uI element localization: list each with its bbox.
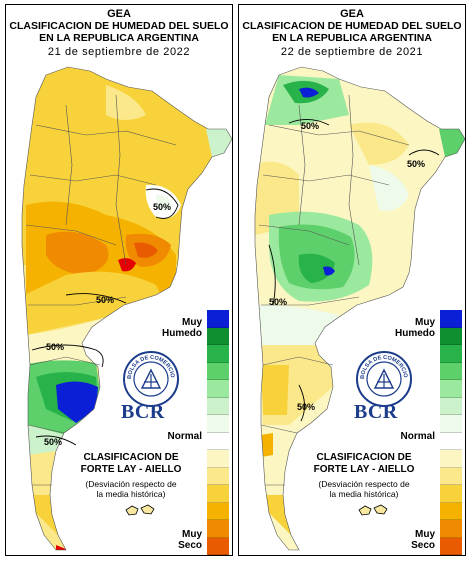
legend-swatch bbox=[207, 485, 229, 503]
map-date: 22 de septiembre de 2021 bbox=[280, 46, 424, 58]
isoline-label: 50% bbox=[96, 295, 114, 305]
legend-swatch bbox=[440, 415, 462, 433]
method-label: FORTE LAY - AIELLO bbox=[313, 464, 415, 475]
legend-swatch bbox=[207, 502, 229, 520]
legend-swatch bbox=[207, 362, 229, 380]
legend-swatch bbox=[207, 555, 229, 556]
map-date: 21 de septiembre de 2022 bbox=[47, 46, 191, 58]
classification-label: CLASIFICACION DE bbox=[83, 452, 179, 463]
legend-label-seco: Seco bbox=[178, 540, 202, 551]
isoline-label: 50% bbox=[46, 342, 64, 352]
soil-moisture-map-2022: 50% 50% 50% 50% bbox=[21, 66, 232, 551]
legend-swatch bbox=[440, 327, 462, 345]
legend-swatch bbox=[440, 467, 462, 485]
deviation-note: (Desviación respecto de bbox=[85, 479, 177, 489]
deviation-note-2: la media histórica) bbox=[329, 489, 399, 499]
deviation-note-2: la media histórica) bbox=[96, 489, 166, 499]
map-subtitle: CLASIFICACION DE HUMEDAD DEL SUELO bbox=[242, 20, 462, 32]
legend-label-muy: Muy bbox=[182, 317, 202, 328]
legend-swatch bbox=[440, 397, 462, 415]
legend-swatch bbox=[440, 310, 462, 328]
bcr-seal-logo: BOLSA DE COMERCIO DE ROSARIO bbox=[355, 350, 412, 407]
moisture-legend bbox=[207, 310, 229, 556]
legend-label-muy-seco: Muy bbox=[415, 529, 435, 540]
isoline-label: 50% bbox=[44, 437, 62, 447]
legend-swatch bbox=[440, 555, 462, 556]
legend-label-humedo: Humedo bbox=[162, 328, 202, 339]
bcr-wordmark: BCR bbox=[354, 401, 398, 423]
legend-swatch bbox=[440, 520, 462, 538]
legend-swatch bbox=[440, 380, 462, 398]
legend-swatch bbox=[207, 537, 229, 555]
map-subtitle: CLASIFICACION DE HUMEDAD DEL SUELO bbox=[9, 20, 229, 32]
legend-swatch bbox=[207, 397, 229, 415]
method-label: FORTE LAY - AIELLO bbox=[80, 464, 182, 475]
legend-label-seco: Seco bbox=[411, 540, 435, 551]
map-subtitle-region: EN LA REPUBLICA ARGENTINA bbox=[39, 32, 199, 44]
legend-swatch bbox=[207, 310, 229, 328]
legend-swatch bbox=[440, 362, 462, 380]
legend-label-muy: Muy bbox=[415, 317, 435, 328]
legend-swatch bbox=[207, 432, 229, 450]
map-title: GEA bbox=[107, 8, 131, 20]
bcr-wordmark: BCR bbox=[121, 401, 165, 423]
legend-label-muy-seco: Muy bbox=[182, 529, 202, 540]
isoline-label: 50% bbox=[301, 121, 319, 131]
isoline-label: 50% bbox=[269, 297, 287, 307]
deviation-note: (Desviación respecto de bbox=[318, 479, 410, 489]
islands-icon bbox=[125, 504, 155, 516]
bcr-seal-logo: BOLSA DE COMERCIO DE ROSARIO bbox=[122, 350, 179, 407]
legend-swatch bbox=[440, 485, 462, 503]
soil-moisture-map-2021: 50% 50% 50% 50% bbox=[254, 66, 465, 551]
legend-swatch bbox=[440, 502, 462, 520]
legend-swatch bbox=[440, 450, 462, 468]
legend-swatch bbox=[440, 345, 462, 363]
map-panel-2022: 50% 50% 50% 50% GEA CLASIFICACION DE HUM… bbox=[5, 4, 233, 556]
legend-label-normal: Normal bbox=[400, 431, 435, 442]
legend-swatch bbox=[207, 450, 229, 468]
legend-swatch bbox=[207, 415, 229, 433]
isoline-label: 50% bbox=[153, 202, 171, 212]
legend-swatch bbox=[207, 345, 229, 363]
map-title: GEA bbox=[340, 8, 364, 20]
map-panel-2021: 50% 50% 50% 50% GEA CLASIFICACION DE HUM… bbox=[238, 4, 466, 556]
legend-label-humedo: Humedo bbox=[395, 328, 435, 339]
islands-icon bbox=[358, 504, 388, 516]
legend-swatch bbox=[440, 537, 462, 555]
legend-label-normal: Normal bbox=[167, 431, 202, 442]
isoline-label: 50% bbox=[297, 402, 315, 412]
classification-label: CLASIFICACION DE bbox=[316, 452, 412, 463]
moisture-legend bbox=[440, 310, 462, 556]
legend-swatch bbox=[207, 520, 229, 538]
map-subtitle-region: EN LA REPUBLICA ARGENTINA bbox=[272, 32, 432, 44]
legend-swatch bbox=[207, 467, 229, 485]
isoline-label: 50% bbox=[407, 159, 425, 169]
legend-swatch bbox=[207, 380, 229, 398]
legend-swatch bbox=[440, 432, 462, 450]
legend-swatch bbox=[207, 327, 229, 345]
